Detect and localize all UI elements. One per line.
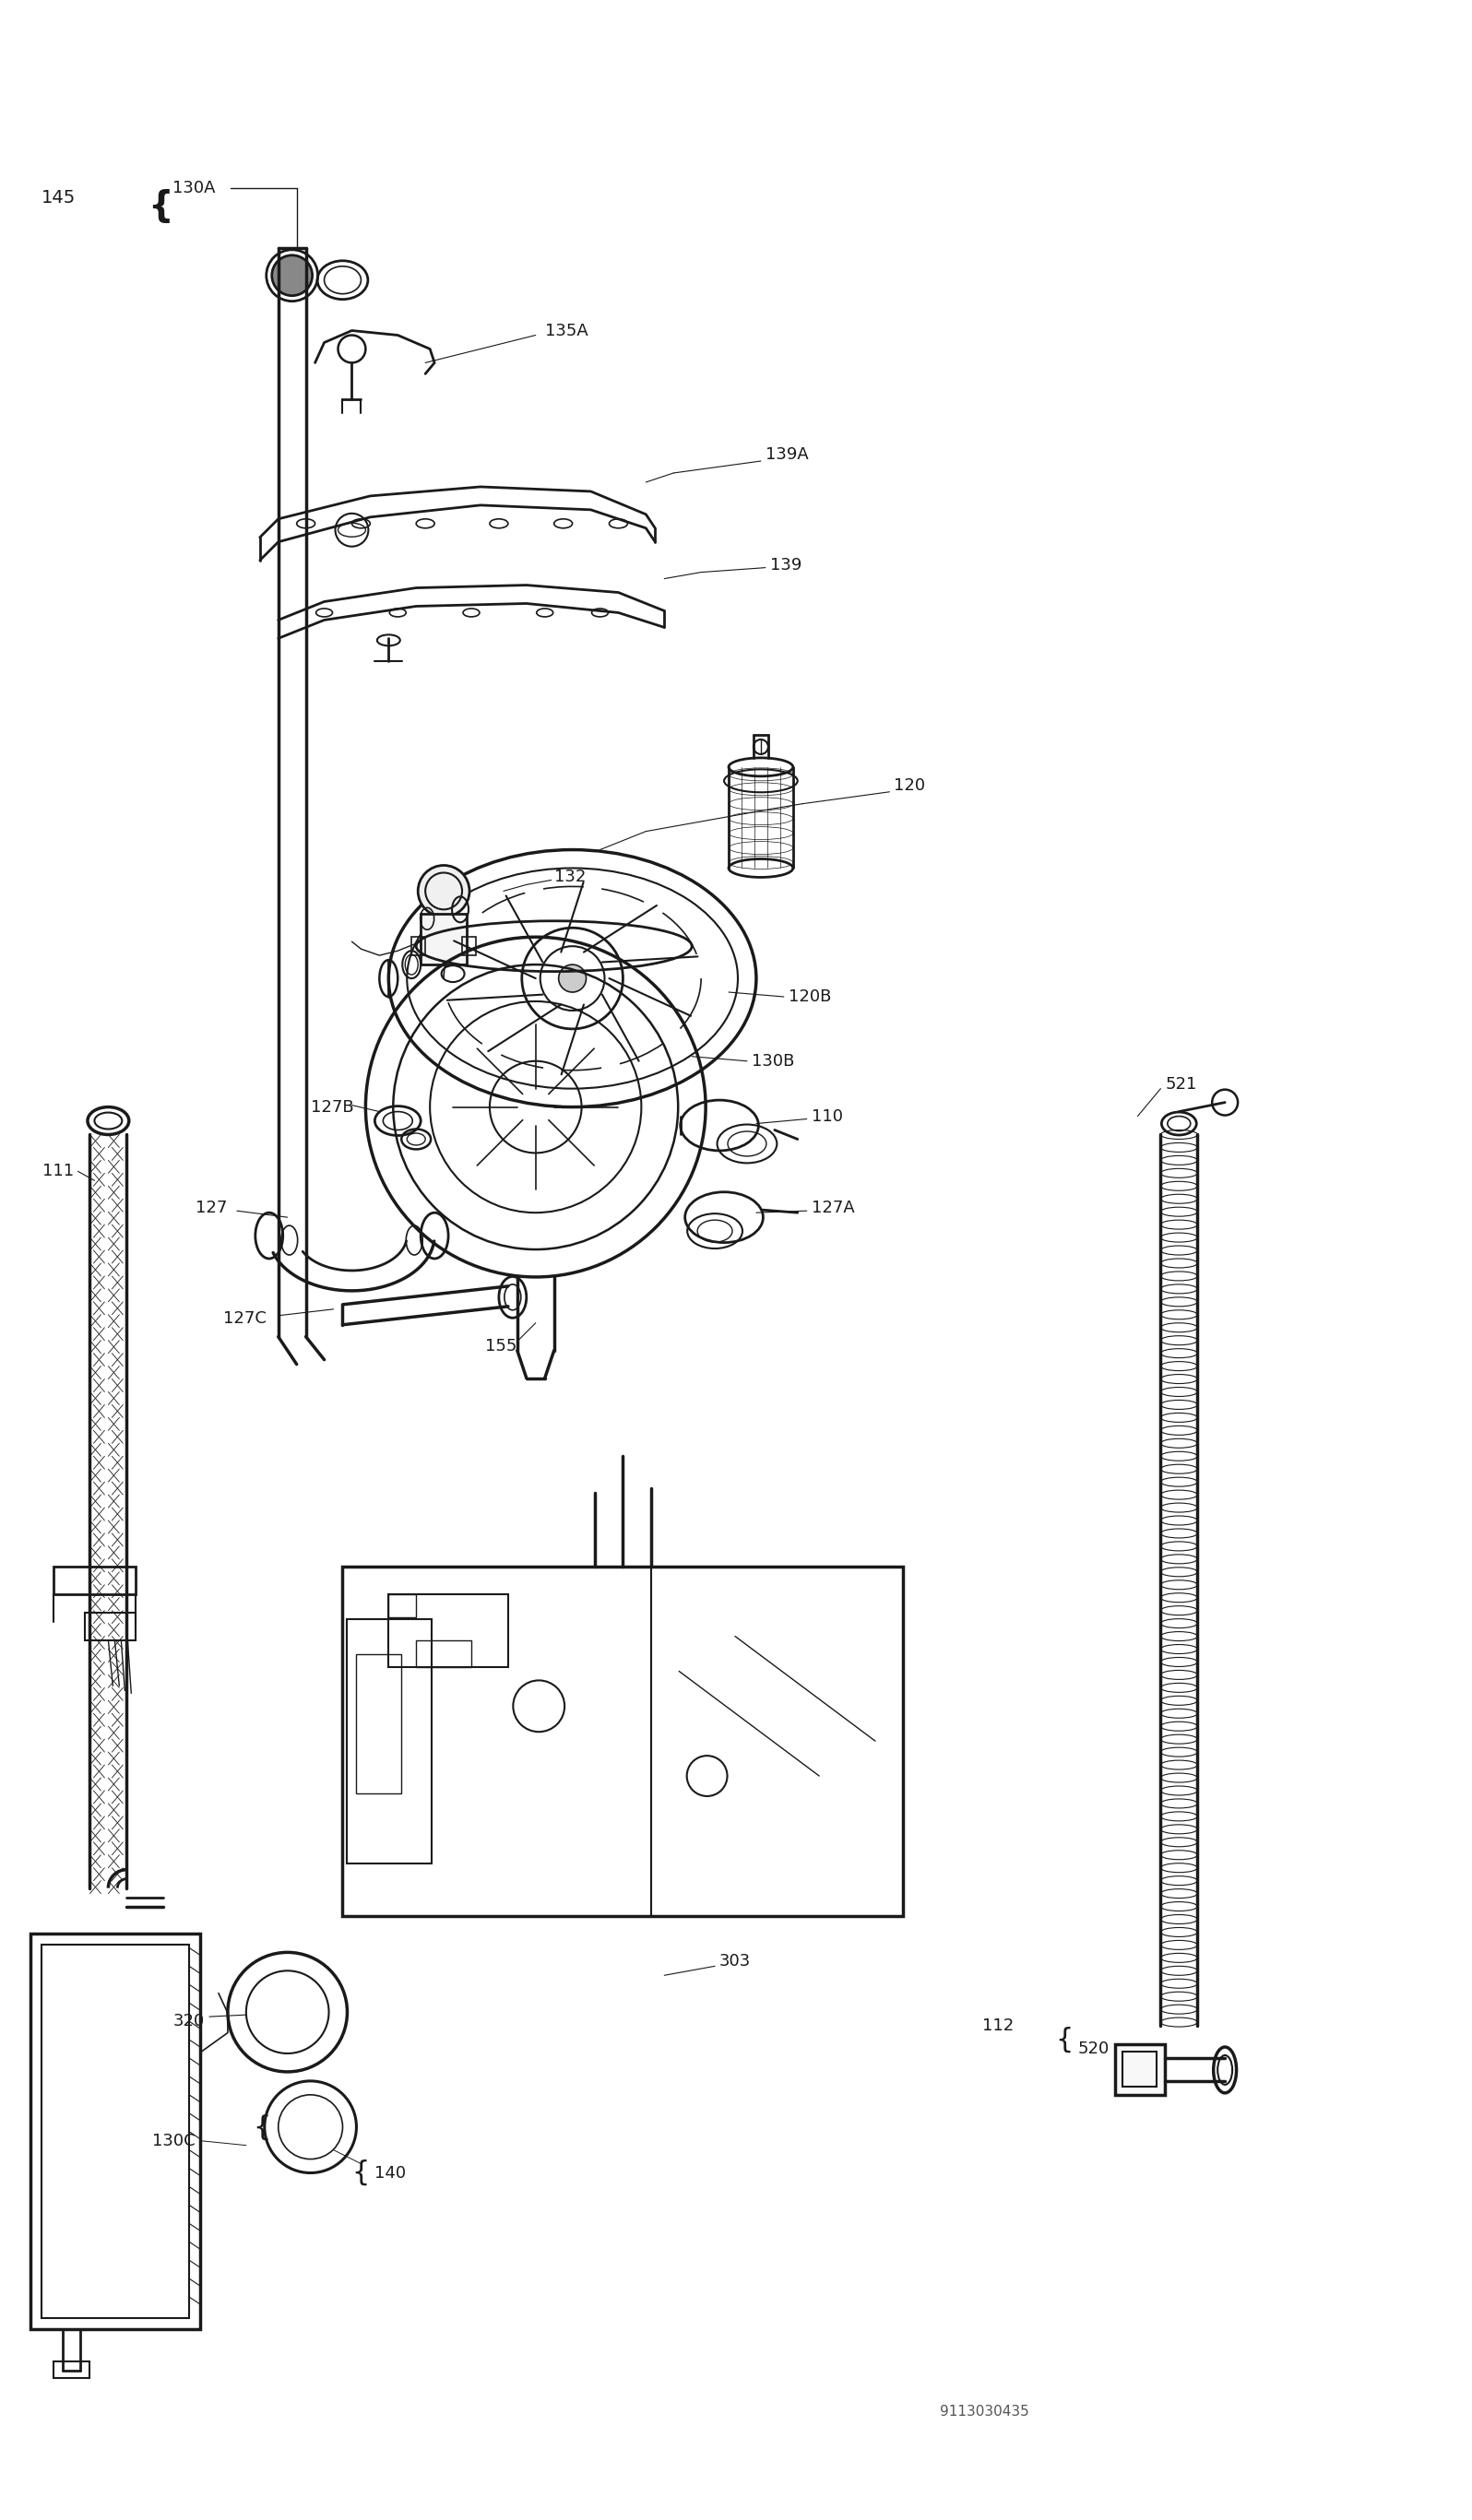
- Text: 135A: 135A: [545, 323, 587, 338]
- Bar: [29, 1933, 200, 2328]
- Text: 130C: 130C: [153, 2132, 196, 2150]
- Text: 9113030435: 9113030435: [941, 2404, 1029, 2419]
- Text: 120: 120: [894, 776, 926, 794]
- Bar: [1122, 2051, 1157, 2087]
- Text: {: {: [1055, 2026, 1073, 2054]
- Bar: [85, 1613, 135, 1641]
- Bar: [417, 1641, 471, 1668]
- Bar: [462, 937, 475, 955]
- Bar: [347, 1618, 431, 1862]
- Text: 145: 145: [41, 189, 77, 207]
- Bar: [1114, 2044, 1166, 2094]
- Text: 140: 140: [375, 2165, 406, 2182]
- Text: 521: 521: [1166, 1076, 1197, 1091]
- Text: 139: 139: [770, 557, 802, 572]
- Bar: [412, 937, 425, 955]
- Text: {: {: [253, 2114, 271, 2139]
- Text: 139A: 139A: [765, 446, 808, 464]
- Circle shape: [558, 965, 586, 993]
- Text: 132: 132: [553, 869, 586, 885]
- Text: 320: 320: [174, 2013, 205, 2029]
- Bar: [53, 1567, 135, 1595]
- Bar: [356, 1653, 402, 1794]
- Text: 111: 111: [43, 1164, 74, 1179]
- Text: 155: 155: [486, 1338, 517, 1353]
- Text: 127B: 127B: [311, 1099, 353, 1116]
- Text: 303: 303: [720, 1953, 751, 1971]
- Bar: [343, 1567, 904, 1915]
- Circle shape: [418, 864, 470, 917]
- Bar: [53, 2361, 90, 2379]
- Text: 110: 110: [811, 1109, 843, 1124]
- Text: 127: 127: [196, 1200, 227, 1217]
- Text: 127C: 127C: [224, 1310, 266, 1326]
- Bar: [389, 1595, 508, 1668]
- Text: 130B: 130B: [752, 1053, 795, 1068]
- Circle shape: [272, 255, 312, 295]
- Text: {: {: [352, 2160, 369, 2187]
- Text: {: {: [147, 189, 174, 224]
- Text: 127A: 127A: [811, 1200, 854, 1217]
- Bar: [41, 1945, 188, 2318]
- Bar: [421, 915, 467, 965]
- Text: 112: 112: [982, 2019, 1014, 2034]
- Text: 120B: 120B: [789, 988, 832, 1005]
- Text: 130A: 130A: [172, 179, 215, 197]
- Bar: [389, 1595, 417, 1618]
- Text: 520: 520: [1078, 2041, 1110, 2056]
